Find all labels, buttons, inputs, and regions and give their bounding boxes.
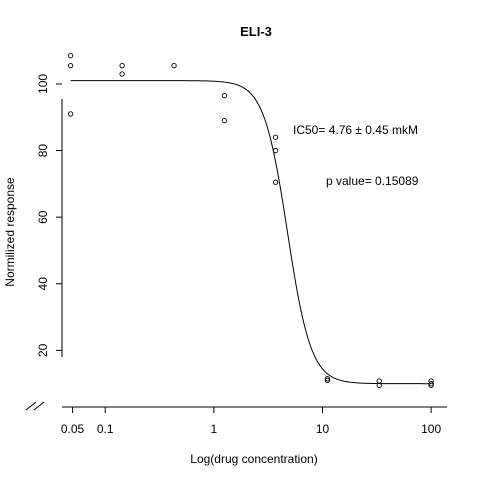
y-tick-label-20: 20 xyxy=(36,343,50,357)
axis-break-slash-2 xyxy=(33,401,45,411)
y-axis: 20 40 60 80 100 xyxy=(36,74,63,357)
x-tick-label-0.05: 0.05 xyxy=(61,422,85,436)
data-point xyxy=(67,62,74,69)
data-point xyxy=(171,62,177,69)
data-points xyxy=(67,53,434,389)
data-point xyxy=(324,377,331,384)
y-axis-label: Normilized response xyxy=(3,177,17,287)
data-point xyxy=(272,179,279,185)
x-axis-label: Log(drug concentration) xyxy=(190,452,317,466)
ic50-annotation: IC50= 4.76 ± 0.45 mkM xyxy=(293,123,418,137)
data-point xyxy=(119,62,125,69)
data-point xyxy=(272,147,279,154)
x-tick-label-1: 1 xyxy=(211,422,218,436)
fitted-curve xyxy=(70,80,432,385)
y-tick-label-100: 100 xyxy=(36,74,50,94)
data-point xyxy=(428,381,434,387)
axis-break-slash-1 xyxy=(25,401,37,411)
x-tick-label-0.1: 0.1 xyxy=(97,422,114,436)
x-tick-label-100: 100 xyxy=(421,422,441,436)
data-point xyxy=(67,53,74,59)
y-tick-label-40: 40 xyxy=(36,277,50,291)
p-value-annotation: p value= 0.15089 xyxy=(326,174,419,188)
data-point xyxy=(119,71,125,77)
data-point xyxy=(376,382,382,389)
data-point xyxy=(67,111,74,117)
data-point xyxy=(272,134,279,140)
axis-break-marker xyxy=(25,401,45,411)
data-point xyxy=(221,117,228,124)
x-tick-label-10: 10 xyxy=(316,422,330,436)
x-axis: 0.05 0.1 1 10 100 xyxy=(61,406,447,436)
data-point xyxy=(376,378,382,384)
y-tick-label-80: 80 xyxy=(36,144,50,158)
y-tick-label-60: 60 xyxy=(36,210,50,224)
data-point xyxy=(324,376,331,382)
data-point xyxy=(221,92,228,99)
data-point xyxy=(428,382,434,389)
chart-title: ELI-3 xyxy=(240,24,272,39)
